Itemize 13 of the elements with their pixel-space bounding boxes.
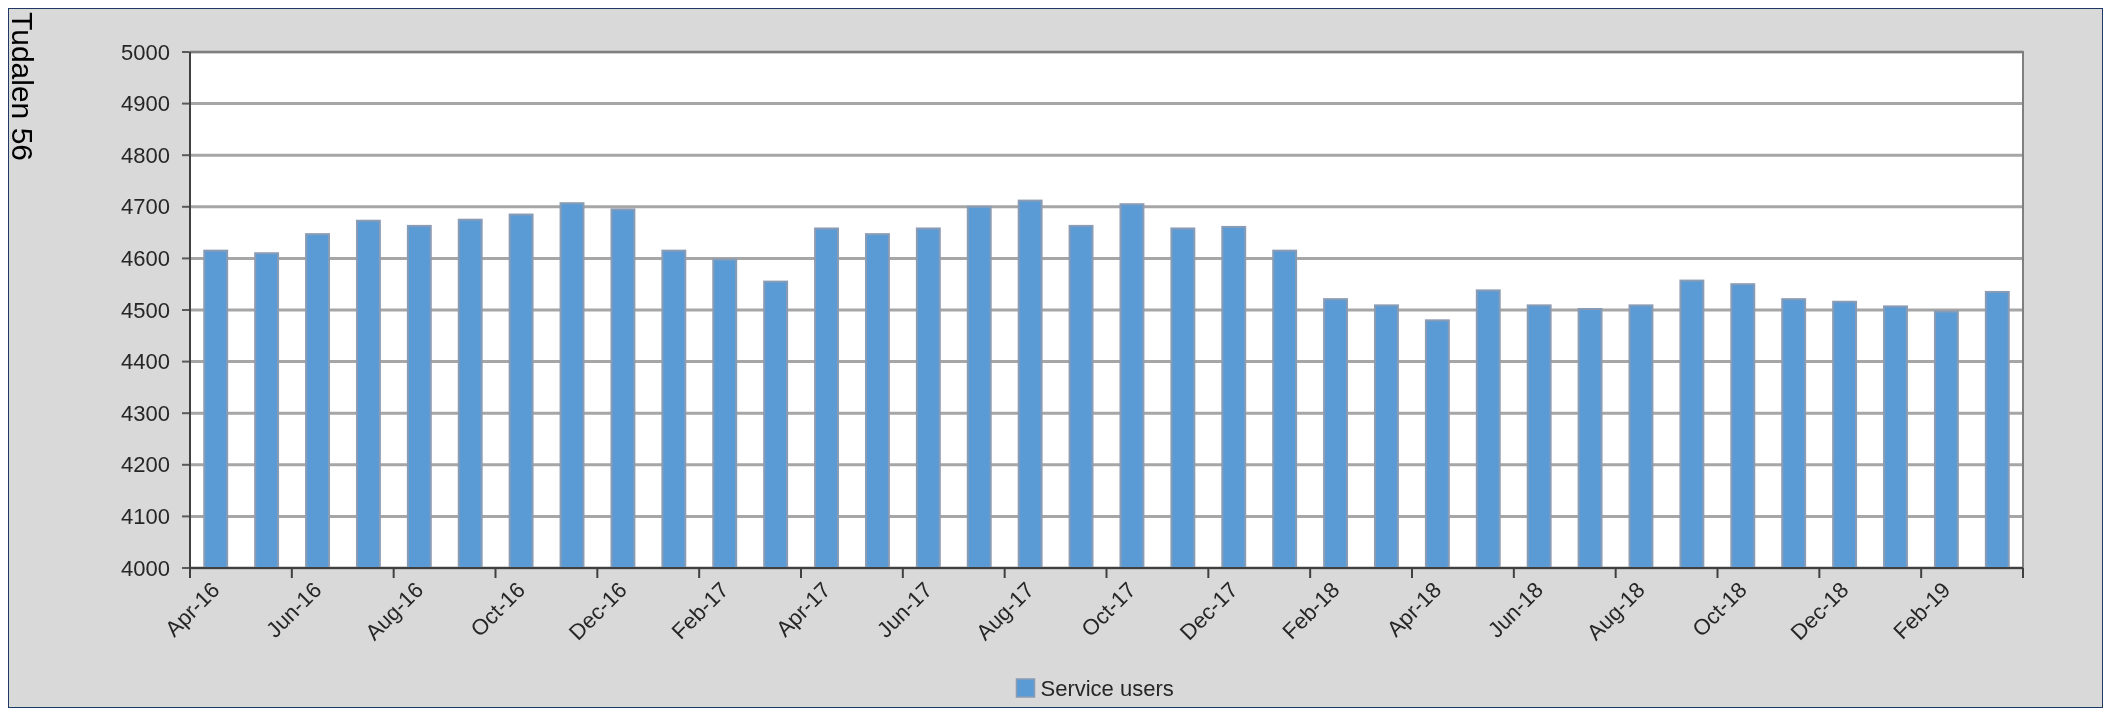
y-tick-label: 5000 xyxy=(121,39,170,65)
y-tick-label: 4800 xyxy=(121,142,170,168)
y-tick-label: 4000 xyxy=(121,555,170,581)
y-tick-label: 4900 xyxy=(121,91,170,117)
legend-label: Service users xyxy=(1040,675,1174,701)
y-tick-label: 4100 xyxy=(121,503,170,529)
y-tick-label: 4700 xyxy=(121,194,170,220)
y-tick-label: 4600 xyxy=(121,245,170,271)
y-tick-label: 4300 xyxy=(121,400,170,426)
y-tick-label: 4200 xyxy=(121,452,170,478)
y-tick-label: 4400 xyxy=(121,349,170,375)
text: Tudalen 56 xyxy=(5,12,39,162)
y-tick-label: 4500 xyxy=(121,297,170,323)
